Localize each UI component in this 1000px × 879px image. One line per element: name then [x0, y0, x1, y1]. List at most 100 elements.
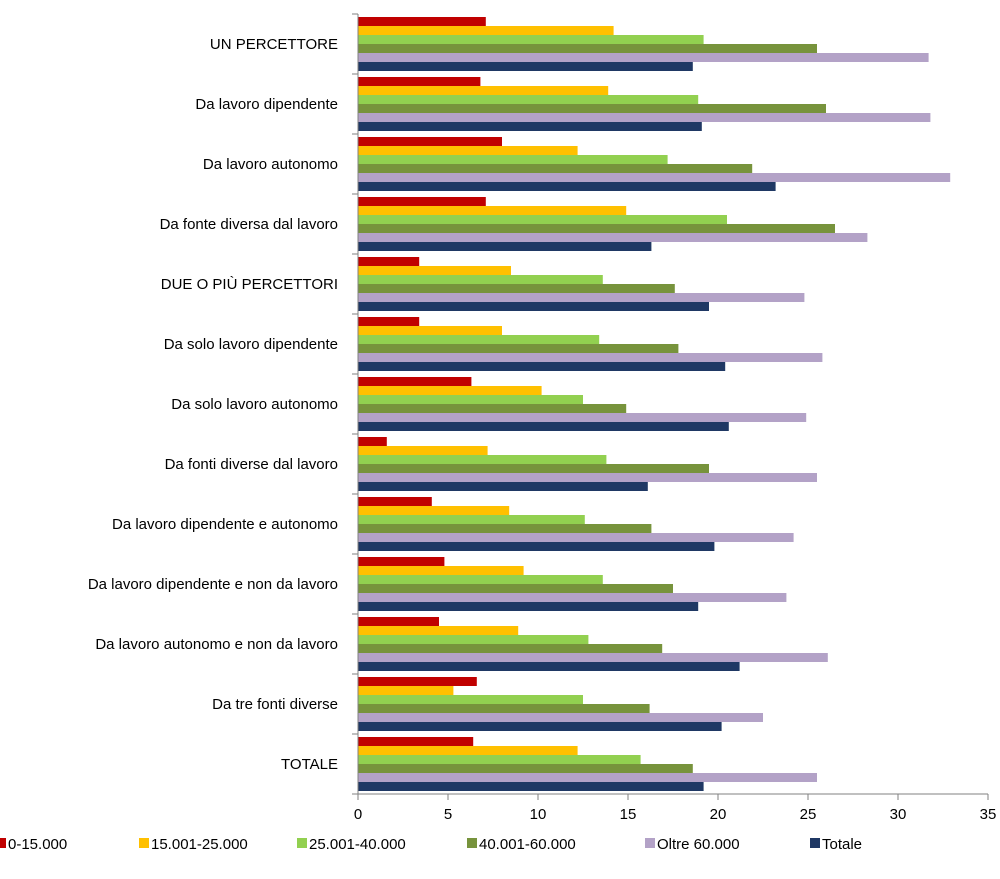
category-label: DUE O PIÙ PERCETTORI — [161, 276, 338, 293]
legend-swatch — [139, 838, 149, 848]
x-tick-label: 35 — [980, 806, 997, 823]
legend-swatch — [645, 838, 655, 848]
bar-3-4 — [358, 215, 727, 224]
bar-1-9 — [358, 497, 432, 506]
bar-1-6 — [358, 317, 420, 326]
legend-label: 25.001-40.000 — [309, 836, 406, 853]
x-tick-label: 0 — [354, 806, 362, 823]
bar-3-5 — [358, 275, 603, 284]
bar-3-3 — [358, 155, 668, 164]
legend-label: 0-15.000 — [8, 836, 67, 853]
bar-4-11 — [358, 644, 663, 653]
bar-6-1 — [358, 62, 693, 71]
category-label: Da lavoro dipendente — [195, 96, 338, 113]
x-tick-label: 15 — [620, 806, 637, 823]
bar-4-4 — [358, 224, 835, 233]
bar-3-2 — [358, 95, 699, 104]
bar-4-10 — [358, 584, 673, 593]
x-tick-label: 30 — [890, 806, 907, 823]
bar-1-5 — [358, 257, 420, 266]
bar-1-3 — [358, 137, 502, 146]
legend-label: 40.001-60.000 — [479, 836, 576, 853]
category-label: Da lavoro dipendente e non da lavoro — [88, 576, 338, 593]
bar-1-11 — [358, 617, 439, 626]
bar-4-7 — [358, 404, 627, 413]
bar-5-3 — [358, 173, 951, 182]
bar-3-1 — [358, 35, 704, 44]
bar-6-7 — [358, 422, 729, 431]
bar-3-11 — [358, 635, 589, 644]
bar-6-6 — [358, 362, 726, 371]
legend-swatch — [0, 838, 6, 848]
bar-1-2 — [358, 77, 481, 86]
bar-4-12 — [358, 704, 650, 713]
bar-4-1 — [358, 44, 817, 53]
legend-swatch — [297, 838, 307, 848]
bar-2-7 — [358, 386, 542, 395]
bar-6-3 — [358, 182, 776, 191]
bar-1-10 — [358, 557, 445, 566]
bar-2-9 — [358, 506, 510, 515]
category-label: UN PERCETTORE — [210, 36, 338, 53]
bar-1-4 — [358, 197, 486, 206]
bar-1-8 — [358, 437, 387, 446]
bar-2-11 — [358, 626, 519, 635]
bar-3-10 — [358, 575, 603, 584]
bar-6-9 — [358, 542, 715, 551]
bar-6-12 — [358, 722, 722, 731]
legend-label: Oltre 60.000 — [657, 836, 740, 853]
category-label: Da lavoro autonomo — [203, 156, 338, 173]
legend: 0-15.000 15.001-25.000 25.001-40.000 40.001… — [0, 836, 862, 853]
bar-2-6 — [358, 326, 502, 335]
x-tick-label: 20 — [710, 806, 727, 823]
category-label: Da tre fonti diverse — [212, 696, 338, 713]
bar-5-9 — [358, 533, 794, 542]
category-label: Da lavoro autonomo e non da lavoro — [95, 636, 338, 653]
bar-6-10 — [358, 602, 699, 611]
bar-5-11 — [358, 653, 828, 662]
category-label: Da fonti diverse dal lavoro — [165, 456, 338, 473]
bar-4-3 — [358, 164, 753, 173]
category-label: Da solo lavoro autonomo — [171, 396, 338, 413]
bar-6-2 — [358, 122, 702, 131]
bar-6-5 — [358, 302, 709, 311]
bar-3-6 — [358, 335, 600, 344]
bar-4-2 — [358, 104, 826, 113]
bar-6-4 — [358, 242, 652, 251]
bar-5-4 — [358, 233, 868, 242]
bar-2-10 — [358, 566, 524, 575]
bar-1-7 — [358, 377, 472, 386]
bar-5-12 — [358, 713, 763, 722]
bar-4-13 — [358, 764, 693, 773]
bar-4-6 — [358, 344, 679, 353]
x-tick-label: 10 — [530, 806, 547, 823]
bar-3-13 — [358, 755, 641, 764]
bar-2-4 — [358, 206, 627, 215]
bar-4-5 — [358, 284, 675, 293]
bar-4-9 — [358, 524, 652, 533]
bar-5-13 — [358, 773, 817, 782]
legend-label: Totale — [822, 836, 862, 853]
bar-6-13 — [358, 782, 704, 791]
bar-2-8 — [358, 446, 488, 455]
legend-swatch — [467, 838, 477, 848]
category-label: Da solo lavoro dipendente — [164, 336, 338, 353]
x-tick-label: 5 — [444, 806, 452, 823]
category-label: TOTALE — [281, 756, 338, 773]
bar-2-13 — [358, 746, 578, 755]
bar-5-2 — [358, 113, 931, 122]
bar-2-12 — [358, 686, 454, 695]
bar-3-7 — [358, 395, 583, 404]
bar-3-9 — [358, 515, 585, 524]
bar-1-13 — [358, 737, 474, 746]
bar-6-8 — [358, 482, 648, 491]
bar-2-3 — [358, 146, 578, 155]
bar-1-12 — [358, 677, 477, 686]
bar-2-5 — [358, 266, 511, 275]
bar-6-11 — [358, 662, 740, 671]
bar-3-12 — [358, 695, 583, 704]
bar-5-5 — [358, 293, 805, 302]
bar-5-6 — [358, 353, 823, 362]
bar-3-8 — [358, 455, 607, 464]
